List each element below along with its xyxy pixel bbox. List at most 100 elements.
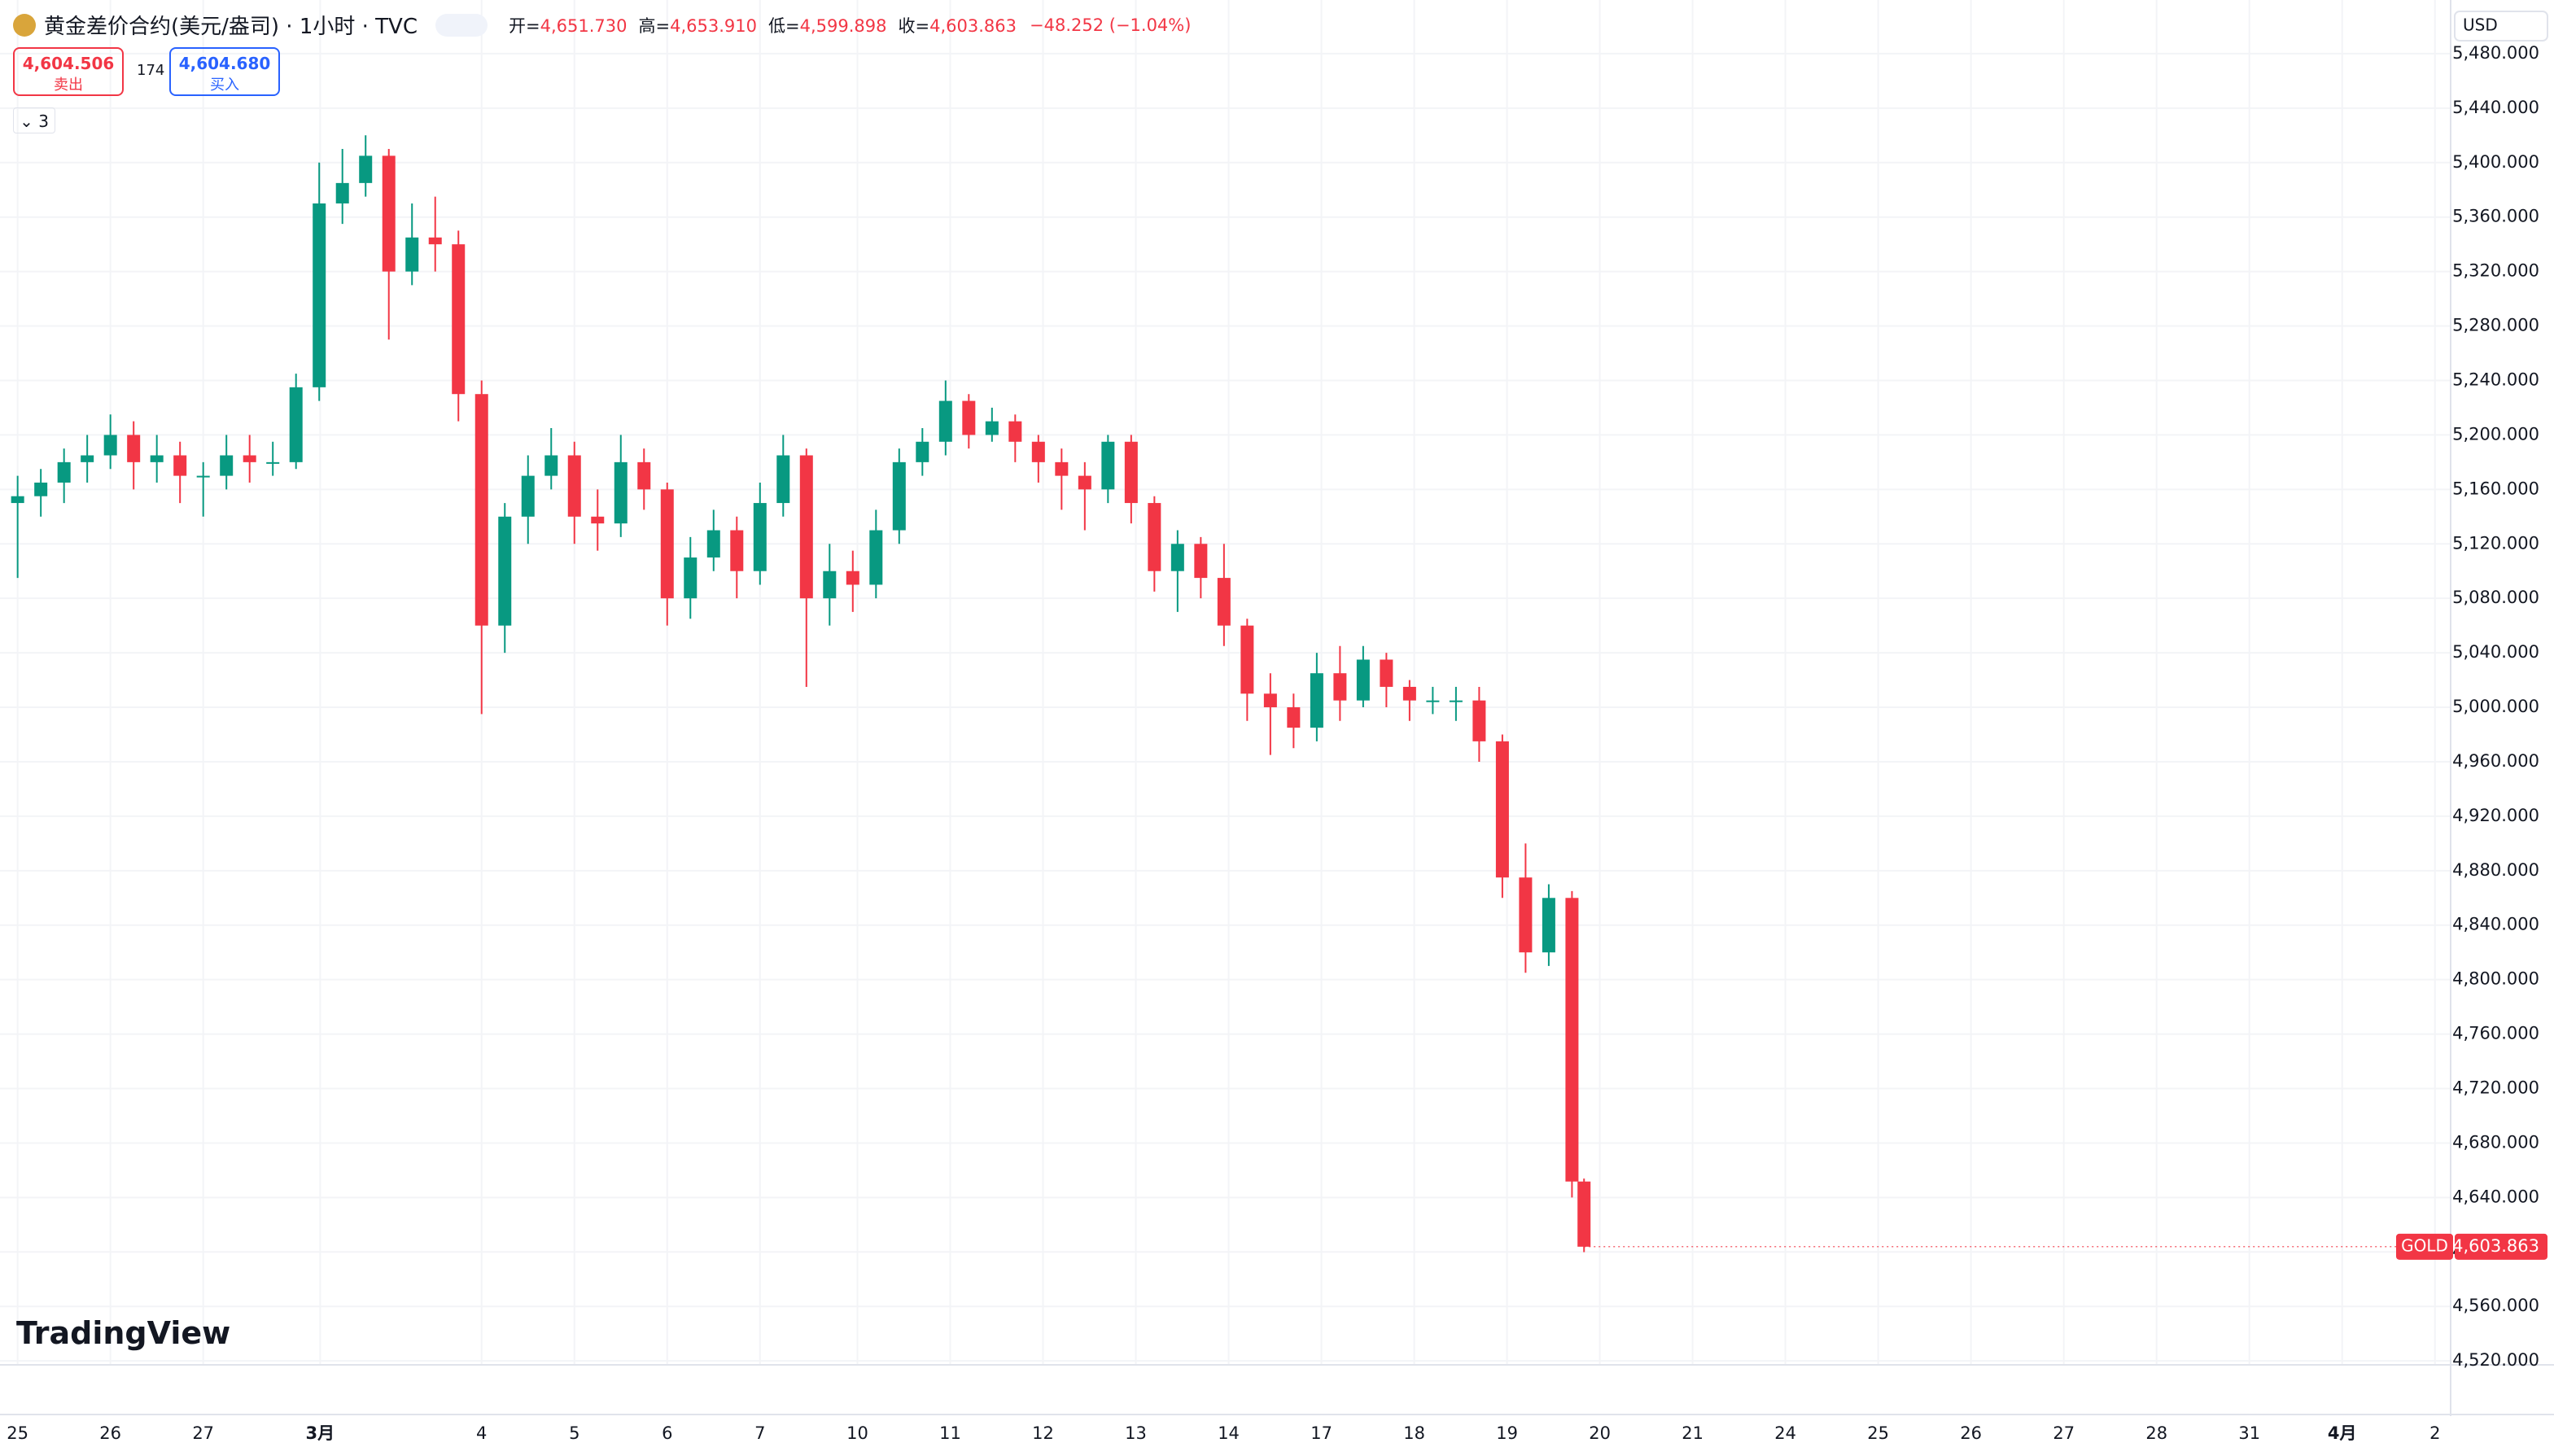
price-tag — [2455, 1233, 2547, 1260]
y-tick-label: 5,320.000 — [2452, 261, 2539, 281]
candle-body — [1402, 686, 1416, 701]
candle-body — [81, 455, 94, 462]
candle-body — [776, 455, 790, 504]
x-tick-label: 4月 — [2328, 1423, 2357, 1443]
candle-body — [1287, 707, 1301, 728]
candle-body — [916, 441, 929, 462]
candle-body — [1263, 693, 1277, 708]
candle-body — [428, 237, 442, 245]
candle-body — [1449, 700, 1463, 702]
price-tag-label: 4,603.863 — [2452, 1236, 2539, 1256]
candle-body — [1194, 544, 1208, 579]
y-tick-label: 5,440.000 — [2452, 98, 2539, 117]
candle-body — [382, 155, 396, 272]
candle-body — [962, 400, 976, 435]
candle-body — [660, 489, 674, 599]
x-tick-label: 27 — [192, 1423, 214, 1443]
x-tick-label: 2 — [2429, 1423, 2440, 1443]
candle-body — [1542, 898, 1555, 953]
y-tick-label: 5,120.000 — [2452, 533, 2539, 553]
candle-body — [730, 530, 744, 571]
candle-body — [706, 530, 720, 557]
candle-body — [1333, 673, 1347, 701]
candle-body — [869, 530, 883, 585]
candle-body — [11, 496, 24, 504]
x-tick-label: 17 — [1310, 1423, 1332, 1443]
candle-body — [1240, 625, 1254, 694]
y-tick-label: 5,040.000 — [2452, 642, 2539, 662]
candle-body — [475, 394, 488, 626]
x-tick-label: 26 — [99, 1423, 121, 1443]
x-tick-label: 27 — [2053, 1423, 2075, 1443]
x-tick-label: 13 — [1125, 1423, 1147, 1443]
candle-body — [1101, 441, 1115, 490]
candle-body — [405, 237, 419, 272]
buy-label: 买入 — [210, 77, 239, 94]
candle-body — [1170, 544, 1184, 571]
x-tick-label: 24 — [1774, 1423, 1796, 1443]
y-tick-label: 4,560.000 — [2452, 1296, 2539, 1315]
indicator-count: 3 — [38, 111, 49, 131]
candle-body — [684, 557, 698, 599]
x-tick-label: 4 — [476, 1423, 487, 1443]
candle-body — [1565, 898, 1579, 1182]
candle-body — [1519, 877, 1533, 953]
ohlc-open: 开=4,651.730 — [509, 13, 628, 37]
candle-body — [1310, 673, 1323, 728]
candle-body — [637, 461, 651, 490]
candle-body — [521, 475, 535, 517]
ohlc-value: 4,599.898 — [799, 15, 887, 36]
y-tick-label: 5,360.000 — [2452, 207, 2539, 226]
currency-selector[interactable] — [2454, 11, 2548, 42]
candle-body — [892, 461, 906, 531]
x-tick-label: 31 — [2238, 1423, 2260, 1443]
indicators-toggle[interactable]: ⌄ 3 — [13, 107, 55, 133]
candle-body — [1472, 700, 1486, 741]
x-tick-label: 25 — [1867, 1423, 1889, 1443]
sell-button[interactable]: 4,604.506 卖出 — [13, 47, 124, 96]
y-tick-label: 5,240.000 — [2452, 369, 2539, 389]
x-tick-label: 10 — [846, 1423, 868, 1443]
y-tick-label: 4,800.000 — [2452, 969, 2539, 989]
ohlc-value: 4,653.910 — [670, 15, 757, 36]
candle-body — [567, 455, 581, 517]
candle-body — [498, 516, 512, 626]
y-tick-label: 4,960.000 — [2452, 751, 2539, 771]
y-tick-label: 5,160.000 — [2452, 479, 2539, 498]
watermark: TradingView — [16, 1315, 231, 1351]
candle-body — [452, 244, 466, 395]
x-tick-label: 3月 — [306, 1423, 335, 1443]
ohlc-label: 开= — [509, 15, 540, 36]
status-pill[interactable] — [435, 13, 488, 37]
buy-price: 4,604.680 — [178, 54, 271, 73]
x-tick-label: 25 — [7, 1423, 28, 1443]
candle-body — [1426, 700, 1440, 702]
y-tick-label: 4,640.000 — [2452, 1187, 2539, 1206]
candle-body — [614, 461, 628, 524]
candle-body — [544, 455, 558, 476]
y-tick-label: 4,720.000 — [2452, 1078, 2539, 1098]
y-tick-label: 5,000.000 — [2452, 697, 2539, 716]
x-tick-label: 6 — [662, 1423, 672, 1443]
candle-body — [150, 455, 164, 462]
candle-body — [57, 461, 71, 483]
candle-body — [266, 461, 280, 464]
candle-body — [1380, 659, 1393, 687]
y-tick-label: 5,480.000 — [2452, 43, 2539, 63]
ohlc-value: 4,603.863 — [929, 15, 1017, 36]
x-tick-label: 19 — [1496, 1423, 1518, 1443]
y-tick-label: 5,280.000 — [2452, 316, 2539, 335]
x-tick-label: 14 — [1218, 1423, 1240, 1443]
candle-body — [591, 516, 605, 524]
symbol-title[interactable]: 黄金差价合约(美元/盎司) · 1小时 · TVC — [44, 15, 418, 39]
candle-body — [1124, 441, 1138, 504]
candle-body — [846, 571, 859, 585]
y-tick-label: 5,400.000 — [2452, 152, 2539, 172]
candle-body — [1031, 441, 1045, 462]
candle-body — [196, 475, 210, 478]
y-tick-label: 4,520.000 — [2452, 1350, 2539, 1370]
sell-price: 4,604.506 — [22, 54, 115, 73]
buy-button[interactable]: 4,604.680 买入 — [169, 47, 280, 96]
y-tick-label: 4,760.000 — [2452, 1024, 2539, 1043]
